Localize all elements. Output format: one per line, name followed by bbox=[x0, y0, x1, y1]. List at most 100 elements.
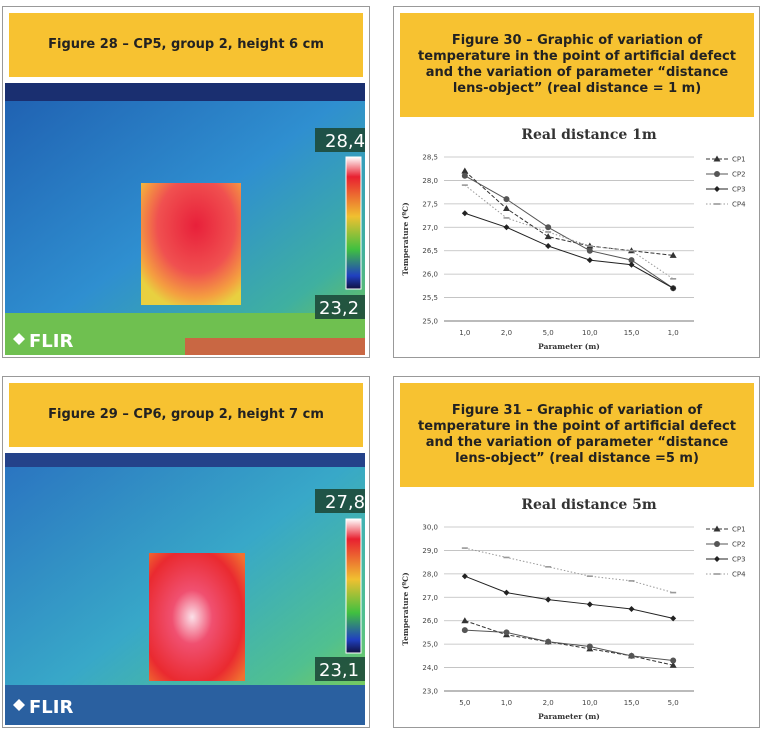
figure-caption: Figure 29 – CP6, group 2, height 7 cm bbox=[9, 383, 363, 447]
y-axis-title: Temperature (ºC) bbox=[401, 572, 410, 645]
legend-label: CP2 bbox=[732, 541, 746, 549]
x-tick-label: 15,0 bbox=[624, 699, 640, 707]
y-tick-label: 28,0 bbox=[422, 570, 438, 578]
legend-label: CP2 bbox=[732, 171, 746, 179]
marker bbox=[586, 247, 593, 254]
figure-caption: Figure 30 – Graphic of variation of temp… bbox=[400, 13, 754, 117]
marker bbox=[461, 617, 469, 624]
legend-marker bbox=[714, 573, 720, 575]
marker bbox=[503, 205, 510, 212]
marker bbox=[628, 261, 635, 268]
chart-title: Real distance 5m bbox=[521, 497, 657, 513]
marker bbox=[544, 233, 552, 240]
series-line bbox=[464, 547, 674, 594]
x-tick-label: 2,0 bbox=[543, 699, 554, 707]
marker bbox=[670, 591, 677, 594]
brand-logo: FLIR bbox=[29, 331, 73, 352]
marker bbox=[461, 210, 468, 217]
y-tick-label: 24,0 bbox=[422, 664, 438, 672]
thermal-image: 28,4 23,2 FLIR bbox=[5, 83, 365, 355]
image-panel: Figure 28 – CP5, group 2, height 6 cm 28… bbox=[2, 6, 370, 358]
figure-caption: Figure 28 – CP5, group 2, height 6 cm bbox=[9, 13, 363, 77]
series-line bbox=[464, 175, 674, 289]
marker bbox=[545, 566, 552, 568]
marker bbox=[503, 589, 510, 596]
chart: Real distance 1m 25,0 25,5 26,0 26,5 27,0 27,5… bbox=[401, 127, 746, 351]
legend-label: CP4 bbox=[732, 571, 746, 579]
thermal-image: 27,8 23,1 FLIR bbox=[5, 453, 365, 725]
series-line bbox=[464, 575, 674, 619]
marker bbox=[628, 652, 635, 659]
legend-marker bbox=[714, 541, 720, 547]
y-tick-label: 25,0 bbox=[422, 641, 438, 649]
figure-caption: Figure 31 – Graphic of variation of temp… bbox=[400, 383, 754, 487]
marker bbox=[670, 657, 677, 664]
y-tick-label: 26,0 bbox=[422, 617, 438, 625]
legend-marker bbox=[713, 525, 721, 532]
x-axis-title: Parameter (m) bbox=[538, 712, 600, 721]
legend-marker bbox=[714, 556, 720, 562]
marker bbox=[670, 278, 677, 280]
y-tick-label: 26,5 bbox=[422, 247, 438, 255]
x-tick-label: 10,0 bbox=[582, 329, 598, 337]
marker bbox=[669, 661, 677, 668]
legend-marker bbox=[714, 203, 720, 205]
chart-panel: Figure 30 – Graphic of variation of temp… bbox=[393, 6, 760, 358]
y-axis-title: Temperature (ºC) bbox=[401, 202, 410, 275]
max-temp: 28,4 bbox=[325, 131, 365, 152]
marker bbox=[670, 615, 677, 622]
marker bbox=[628, 257, 635, 264]
image-panel: Figure 29 – CP6, group 2, height 7 cm 27… bbox=[2, 376, 370, 728]
x-tick-label: 1,0 bbox=[501, 699, 512, 707]
marker bbox=[461, 184, 468, 186]
marker bbox=[628, 249, 635, 252]
x-tick-label: 5,0 bbox=[543, 329, 554, 337]
min-temp: 23,1 bbox=[319, 660, 359, 681]
chart-panel: Figure 31 – Graphic of variation of temp… bbox=[393, 376, 760, 728]
marker bbox=[545, 638, 552, 645]
series-line bbox=[464, 170, 674, 256]
marker bbox=[545, 243, 552, 250]
marker bbox=[670, 285, 677, 292]
series-line bbox=[464, 212, 674, 289]
marker bbox=[545, 224, 552, 231]
marker bbox=[586, 245, 593, 247]
marker bbox=[503, 217, 510, 219]
x-tick-label: 15,0 bbox=[624, 329, 640, 337]
marker bbox=[461, 167, 469, 174]
x-tick-label: 2,0 bbox=[501, 329, 512, 337]
x-tick-label: 5,0 bbox=[668, 699, 679, 707]
legend-marker bbox=[713, 155, 721, 162]
marker bbox=[586, 575, 593, 577]
marker bbox=[545, 596, 552, 603]
x-tick-label: 10,0 bbox=[582, 699, 598, 707]
y-tick-label: 23,0 bbox=[422, 688, 438, 696]
y-tick-label: 27,5 bbox=[422, 200, 438, 208]
legend-label: CP1 bbox=[732, 526, 746, 534]
y-tick-label: 26,0 bbox=[422, 271, 438, 279]
marker bbox=[586, 601, 593, 608]
y-tick-label: 27,0 bbox=[422, 224, 438, 232]
marker bbox=[461, 172, 468, 179]
series-line bbox=[464, 629, 674, 662]
marker bbox=[628, 606, 635, 612]
y-tick-label: 28,5 bbox=[422, 154, 438, 162]
legend-label: CP3 bbox=[732, 556, 746, 564]
marker bbox=[545, 231, 552, 233]
y-tick-label: 27,0 bbox=[422, 594, 438, 602]
x-tick-label: 1,0 bbox=[668, 329, 679, 337]
y-tick-label: 30,0 bbox=[422, 524, 438, 532]
x-tick-label: 1,0 bbox=[459, 329, 470, 337]
min-temp: 23,2 bbox=[319, 298, 359, 319]
marker bbox=[628, 580, 635, 582]
marker bbox=[503, 196, 510, 203]
marker bbox=[503, 556, 510, 559]
legend-label: CP4 bbox=[732, 201, 746, 209]
max-temp: 27,8 bbox=[325, 492, 365, 513]
marker bbox=[461, 573, 468, 580]
chart: Real distance 5m 23,0 24,0 25,0 26,0 27,0 28,0… bbox=[401, 497, 746, 721]
chart-title: Real distance 1m bbox=[521, 127, 657, 143]
marker bbox=[461, 627, 468, 634]
y-tick-label: 28,0 bbox=[422, 177, 438, 185]
